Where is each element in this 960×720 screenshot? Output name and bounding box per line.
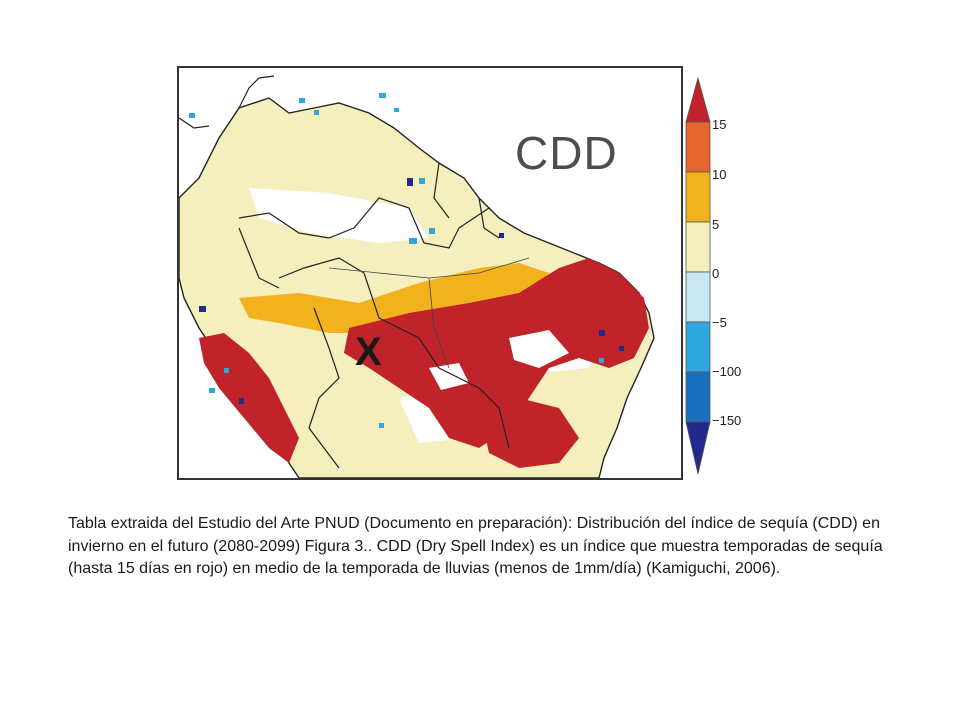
colorbar-seg-0-5 (685, 221, 711, 273)
colorbar-label-0: 0 (712, 266, 720, 281)
colorbar (685, 76, 711, 475)
colorbar-label-neg15: −150 (712, 413, 742, 428)
map-panel: CDD X (177, 66, 683, 480)
colorbar-label-15: 15 (712, 117, 727, 132)
colorbar-top-arrow (685, 76, 711, 123)
red-region-main (344, 258, 649, 448)
colorbar-label-5: 5 (712, 217, 720, 232)
white-patch-north (249, 188, 429, 243)
colorbar-seg-10-15 (685, 121, 711, 173)
map-title: CDD (515, 127, 618, 179)
blue-speckles (189, 93, 604, 428)
colorbar-seg-5-10 (685, 171, 711, 223)
colorbar-label-neg10: −100 (712, 364, 742, 379)
rivers (328, 257, 530, 369)
location-marker: X (355, 330, 382, 374)
colorbar-bottom-arrow (685, 421, 711, 475)
dark-blue-speckles (199, 178, 624, 404)
colorbar-label-neg5: −5 (712, 315, 727, 330)
south-america-map (179, 75, 655, 478)
colorbar-seg-neg10-neg5 (685, 321, 711, 373)
colorbar-seg-neg5-0 (685, 271, 711, 323)
red-region-west (199, 333, 299, 463)
country-borders (238, 162, 510, 469)
colorbar-label-10: 10 (712, 167, 727, 182)
red-region-south (479, 398, 579, 468)
figure-caption: Tabla extraida del Estudio del Arte PNUD… (68, 515, 883, 577)
colorbar-seg-neg15-neg10 (685, 371, 711, 423)
